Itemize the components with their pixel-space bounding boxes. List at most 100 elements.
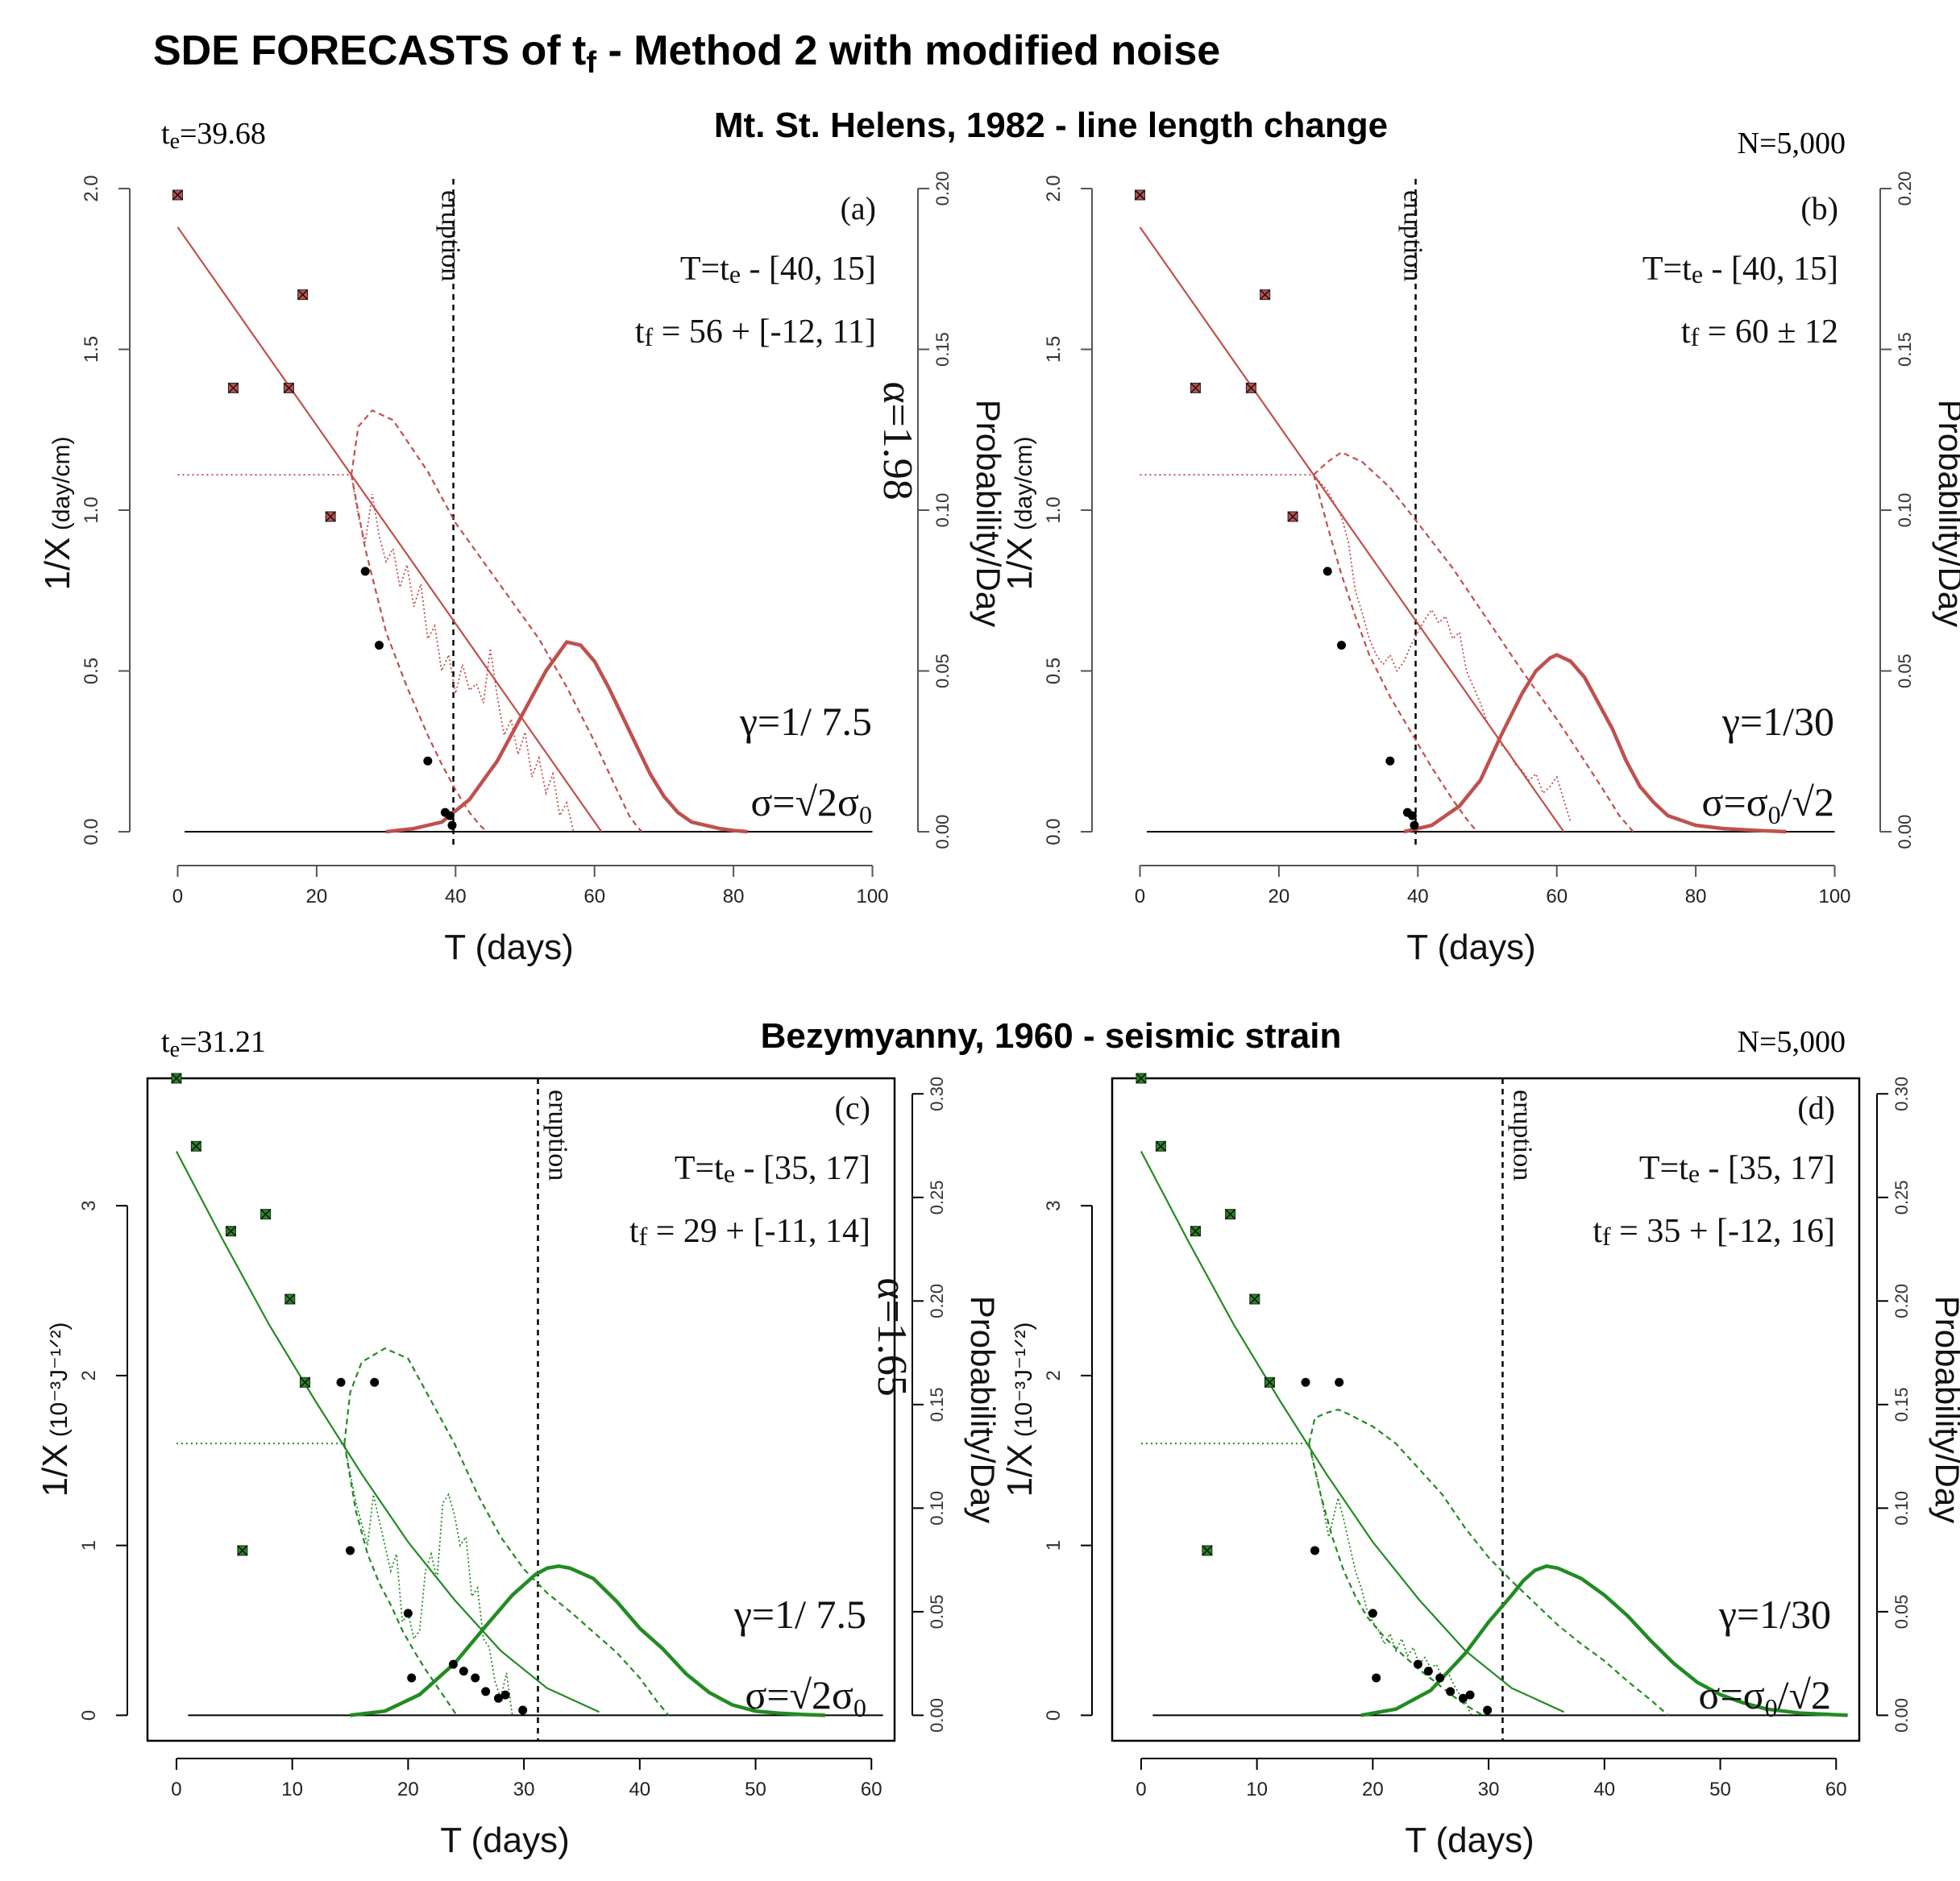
x-tick-label: 0 [172, 886, 183, 907]
y-axis-title: 1/X (day/cm) [38, 436, 77, 590]
data-point-cross [1287, 511, 1298, 522]
panel-d: 0 10 20 30 40 50 60 0 1 2 3 0.00 0.05 0.10 0.15 0.20 0.2… [1000, 1073, 1960, 1860]
data-point-late [447, 820, 457, 830]
forecast-annotation: tf = 60 ± 12 [1681, 314, 1838, 351]
y2-tick-label: 0.05 [927, 1594, 947, 1629]
x-tick-label: 20 [306, 886, 328, 907]
upper-bound-curve [1308, 1408, 1669, 1717]
alpha-annotation: α=1.65 [869, 1277, 915, 1397]
window-annotation-rest: - [35, 17] [1700, 1150, 1835, 1187]
window-annotation: T=te - [40, 15] [1642, 251, 1838, 289]
data-point-early [227, 382, 239, 393]
gamma-annotation: γ=1/ 7.5 [733, 1592, 866, 1637]
data-point-cross [284, 1293, 296, 1305]
y2-tick-label: 0.10 [1891, 1491, 1912, 1526]
lower-bound-curve [350, 474, 488, 833]
x-tick-label: 40 [445, 886, 467, 907]
y-tick-label: 0 [1043, 1710, 1065, 1721]
lower-bound-curve [1308, 1443, 1484, 1717]
data-point-early [1249, 1293, 1260, 1305]
sigma-annotation-end: /√2 [1781, 779, 1834, 824]
n-label-bezymyanny: N=5,000 [1738, 1025, 1846, 1059]
x-axis-title: T (days) [444, 928, 574, 967]
data-point-late [1301, 1377, 1310, 1387]
y-tick-label: 1.0 [1043, 496, 1065, 523]
data-point-cross [1264, 1376, 1275, 1388]
data-point-late [403, 1609, 413, 1618]
data-point-late [1407, 811, 1417, 820]
y2-tick-label: 0.10 [1895, 493, 1915, 528]
data-point-early [1260, 289, 1271, 301]
sample-path [1308, 1443, 1472, 1716]
data-point-late [1310, 1546, 1320, 1555]
window-annotation-rest: - [40, 15] [741, 251, 876, 288]
x-tick-label: 50 [745, 1779, 766, 1800]
data-point-late [1410, 820, 1419, 830]
x-tick-label: 60 [861, 1779, 882, 1800]
data-point-cross [1245, 382, 1256, 393]
x-tick-label: 100 [1818, 886, 1850, 907]
y2-tick-label: 0.20 [927, 1284, 947, 1318]
y2-tick-label: 0.00 [932, 815, 953, 849]
forecast-annotation-sub: f [645, 322, 654, 351]
n-label-st-helens: N=5,000 [1738, 127, 1846, 160]
data-point-late [445, 811, 455, 820]
y2-tick-label: 0.00 [1891, 1698, 1912, 1733]
data-point-late [1483, 1705, 1493, 1715]
sigma-annotation-sub: 0 [1765, 1693, 1778, 1722]
x-axis-title: T (days) [1405, 1821, 1534, 1860]
forecast-annotation-rest: = 56 + [-12, 11] [653, 314, 876, 351]
data-point-cross [237, 1545, 248, 1556]
y2-tick-label: 0.20 [1891, 1284, 1912, 1318]
data-point-late [407, 1673, 417, 1683]
lower-bound-curve [1312, 474, 1478, 833]
data-point-early [225, 1226, 237, 1237]
data-point-late [1435, 1673, 1445, 1683]
y2-tick-label: 0.15 [1895, 332, 1915, 367]
alpha-annotation: α=1.98 [874, 381, 920, 500]
eruption-label: eruption [542, 1090, 572, 1181]
lower-bound-curve [343, 1443, 458, 1717]
x-axis-title: T (days) [440, 1821, 570, 1860]
data-point-early [1264, 1376, 1275, 1388]
upper-bound-curve [343, 1347, 670, 1717]
y-tick-label: 3 [1043, 1200, 1065, 1210]
y-tick-label: 0.5 [81, 658, 102, 684]
y2-tick-label: 0.15 [1891, 1387, 1912, 1422]
data-point-early [171, 1073, 182, 1084]
sigma-annotation-end: /√2 [1778, 1672, 1831, 1717]
gamma-annotation: γ=1/30 [1721, 699, 1834, 744]
sigma-annotation-main: σ=σ [1702, 779, 1768, 824]
data-point-late [1423, 1667, 1433, 1676]
probability-density-curve [1403, 653, 1787, 834]
data-point-cross [297, 289, 309, 301]
y-tick-label: 2 [78, 1370, 100, 1381]
data-point-cross [1260, 289, 1271, 301]
data-point-late [1413, 1659, 1422, 1669]
data-point-late [336, 1377, 346, 1387]
window-annotation: T=te - [40, 15] [680, 251, 876, 289]
x-tick-label: 80 [1685, 886, 1707, 907]
x-tick-label: 20 [397, 1779, 419, 1800]
y2-tick-label: 0.05 [1891, 1594, 1912, 1629]
data-point-late [1465, 1690, 1475, 1700]
y-tick-label: 1 [78, 1540, 100, 1551]
y-axis-title-unit: (day/cm) [48, 436, 75, 537]
data-point-early [190, 1140, 201, 1152]
y-axis-title-unit: (10⁻³J⁻¹ᐟ²) [1011, 1322, 1037, 1443]
section-title-st-helens: Mt. St. Helens, 1982 - line length chang… [714, 106, 1388, 145]
panels: 0 20 40 60 80 1000.00.51.01.52.00.000.050.100… [35, 172, 1960, 1860]
y2-tick-label: 0.10 [927, 1491, 947, 1526]
y-tick-label: 0.0 [1043, 818, 1065, 845]
probability-density-curve [1360, 1564, 1848, 1717]
forecast-annotation-main: t [1592, 1213, 1602, 1250]
y-tick-label: 1.5 [1043, 336, 1065, 363]
x-axis-title: T (days) [1406, 928, 1536, 967]
y-tick-label: 1.0 [81, 496, 102, 523]
window-annotation-rest: - [35, 17] [735, 1150, 870, 1187]
data-point-early [283, 382, 294, 393]
window-annotation-sub: e [1688, 1159, 1700, 1188]
x-tick-label: 30 [513, 1779, 535, 1800]
eruption-label: eruption [436, 190, 466, 281]
